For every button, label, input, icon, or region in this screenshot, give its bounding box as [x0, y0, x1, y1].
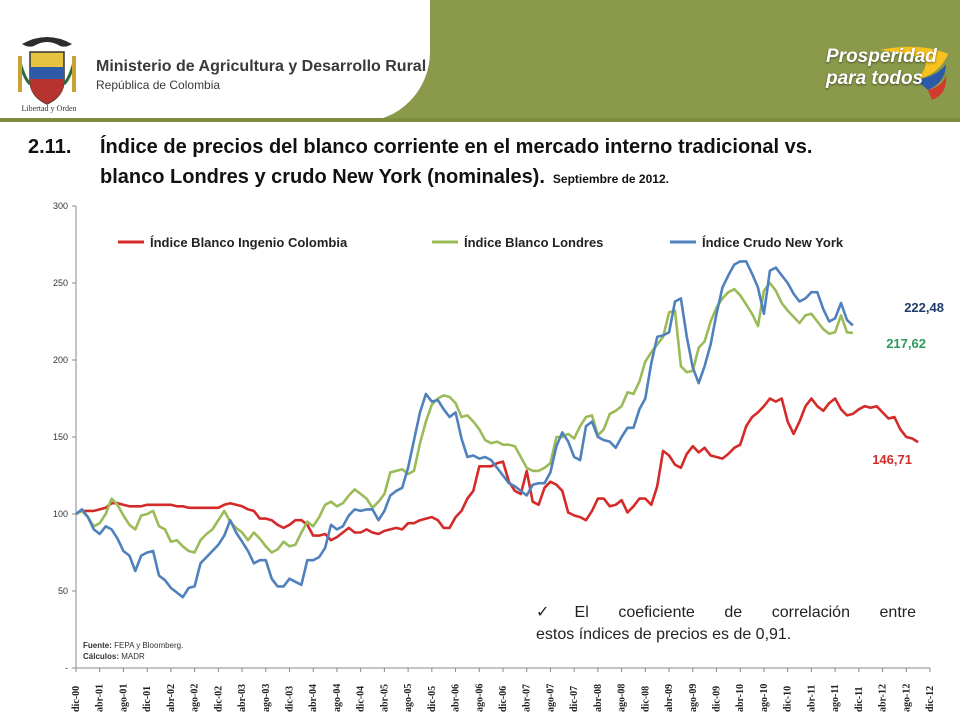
x-tick-label: ago-04	[332, 684, 343, 712]
source-calculos: Cálculos: MADR	[83, 651, 183, 662]
x-tick-label: dic-06	[498, 686, 509, 712]
x-tick-label: ago-10	[759, 684, 770, 712]
x-tick-label: abr-12	[878, 684, 889, 712]
x-tick-label: dic-12	[925, 686, 936, 712]
motto-text: Libertad y Orden	[21, 104, 77, 113]
end-label-colombia: 146,71	[872, 452, 912, 467]
banner-white-panel	[0, 0, 430, 122]
x-tick-label: abr-01	[95, 684, 106, 712]
x-tick-label: dic-04	[356, 686, 367, 712]
brand-logo: Prosperidad para todos	[820, 44, 950, 106]
series-line-3	[75, 260, 854, 599]
note-line-1: ✓El coeficiente de correlación entre	[536, 602, 916, 624]
x-tick-label: abr-11	[806, 685, 817, 712]
checkmark-icon: ✓	[536, 604, 575, 621]
x-tick-label: abr-08	[593, 684, 604, 712]
x-tick-label: dic-07	[569, 686, 580, 712]
fuente-value: FEPA y Bloomberg.	[114, 641, 184, 650]
brand-swoosh-icon	[880, 46, 948, 100]
brand-line-1: Prosperidad	[826, 46, 937, 67]
y-tick-label: 300	[53, 201, 68, 211]
x-tick-label: ago-06	[474, 684, 485, 712]
y-tick-label: 150	[53, 432, 68, 442]
x-tick-label: dic-09	[712, 686, 723, 712]
x-tick-label: abr-02	[166, 684, 177, 712]
correlation-note: ✓El coeficiente de correlación entre est…	[536, 602, 916, 646]
series-line-1	[75, 397, 919, 542]
x-tick-label: dic-01	[142, 686, 153, 712]
x-tick-label: dic-08	[640, 686, 651, 712]
x-tick-label: abr-09	[664, 684, 675, 712]
x-tick-label: abr-07	[522, 684, 533, 712]
legend-label-3: Índice Crudo New York	[702, 235, 844, 250]
legend-label-2: Índice Blanco Londres	[464, 235, 603, 250]
x-tick-label: dic-00	[71, 686, 82, 712]
note-line-2: estos índices de precios es de 0,91.	[536, 626, 792, 643]
x-tick-label: ago-09	[688, 684, 699, 712]
header-banner: Libertad y Orden Ministerio de Agricultu…	[0, 0, 960, 122]
y-tick-label: 250	[53, 278, 68, 288]
legend-label-1: Índice Blanco Ingenio Colombia	[150, 235, 348, 250]
brand-line-2: para todos	[826, 68, 924, 89]
fuente-label: Fuente:	[83, 641, 112, 650]
calculos-value: MADR	[121, 652, 145, 661]
source-fuente: Fuente: FEPA y Bloomberg.	[83, 640, 183, 651]
x-tick-label: ago-05	[403, 684, 414, 712]
republic-name: República de Colombia	[96, 78, 221, 92]
y-tick-label: -	[65, 663, 68, 673]
title-number: 2.11.	[28, 136, 72, 158]
end-label-crudo: 222,48	[904, 300, 944, 315]
x-tick-label: abr-10	[735, 684, 746, 712]
title-line-2: blanco Londres y crudo New York (nominal…	[100, 166, 545, 188]
end-label-londres: 217,62	[886, 336, 926, 351]
x-tick-label: ago-01	[118, 684, 129, 712]
x-tick-label: dic-05	[427, 686, 438, 712]
x-tick-label: dic-03	[285, 686, 296, 712]
x-tick-label: abr-05	[379, 684, 390, 712]
x-tick-label: ago-02	[190, 684, 201, 712]
source-note: Fuente: FEPA y Bloomberg. Cálculos: MADR	[83, 640, 183, 662]
title-date: Septiembre de 2012.	[552, 172, 669, 186]
title-line-1: Índice de precios del blanco corriente e…	[100, 136, 813, 158]
ministry-name: Ministerio de Agricultura y Desarrollo R…	[96, 58, 427, 75]
x-tick-label: ago-12	[901, 684, 912, 712]
y-tick-label: 50	[58, 586, 68, 596]
x-tick-label: dic-10	[783, 686, 794, 712]
banner-strip	[0, 118, 960, 122]
page-title: 2.11. Índice de precios del blanco corrie…	[28, 136, 812, 159]
x-tick-label: abr-04	[308, 684, 319, 712]
x-tick-label: ago-03	[261, 684, 272, 712]
x-tick-label: abr-06	[451, 684, 462, 712]
x-tick-label: dic-11	[854, 686, 865, 712]
y-tick-label: 100	[53, 509, 68, 519]
calculos-label: Cálculos:	[83, 652, 120, 661]
coat-of-arms-icon	[18, 37, 76, 105]
page-subtitle: blanco Londres y crudo New York (nominal…	[100, 166, 669, 189]
x-tick-label: ago-08	[617, 684, 628, 712]
x-tick-label: ago-11	[830, 684, 841, 712]
x-tick-label: dic-02	[213, 686, 224, 712]
x-tick-label: ago-07	[545, 684, 556, 712]
series-line-2	[75, 281, 854, 554]
y-tick-label: 200	[53, 355, 68, 365]
x-tick-label: abr-03	[237, 684, 248, 712]
note-line-1-text: El coeficiente de correlación entre	[574, 604, 917, 621]
